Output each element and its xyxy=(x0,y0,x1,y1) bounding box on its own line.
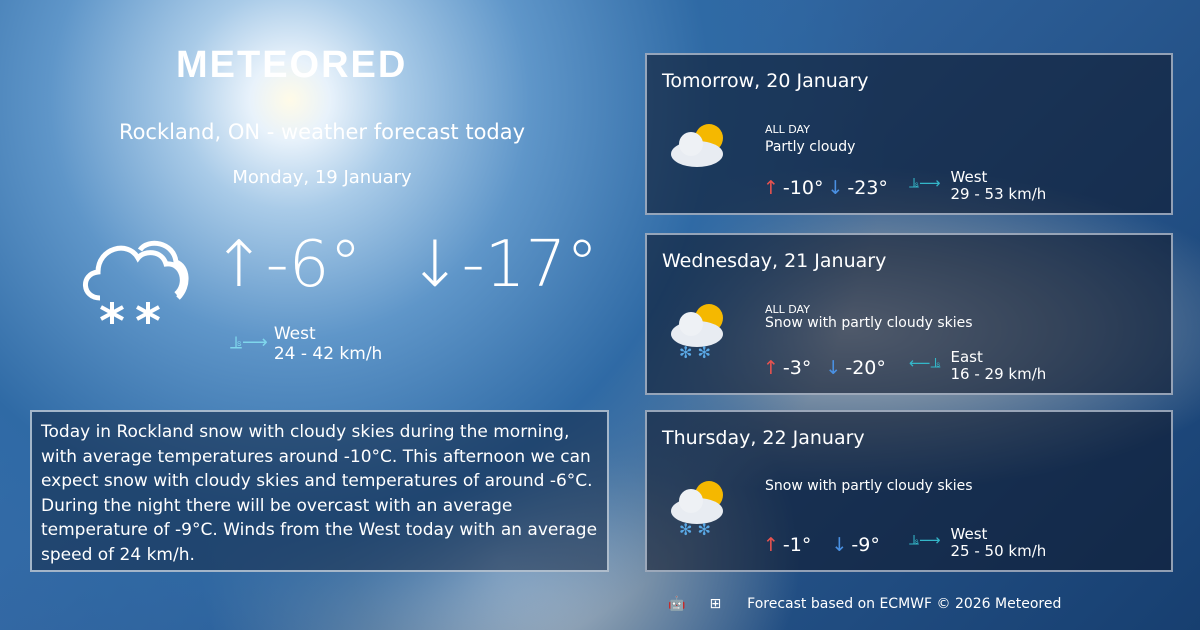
today-max-temp: ↑-6° xyxy=(212,228,362,302)
svg-text:✻ ✻: ✻ ✻ xyxy=(679,520,711,537)
wind-direction: West xyxy=(273,324,316,344)
footer-text: Forecast based on ECMWF © 2026 Meteored xyxy=(747,596,1062,612)
today-min-temp: ↓-17° xyxy=(408,228,599,302)
partly-cloudy-icon xyxy=(669,120,729,174)
condition: Snow with partly cloudy skies xyxy=(765,315,973,331)
meteored-logo[interactable]: METEORED xyxy=(176,44,408,86)
forecast-card[interactable]: Thursday, 22 January ✻ ✻ Snow with partl… xyxy=(645,410,1173,572)
wind-east-icon: ⟵⫡ xyxy=(909,354,941,372)
temps: ↑ -3° ↓ -20° xyxy=(763,357,886,379)
svg-text:✻ ✻: ✻ ✻ xyxy=(679,343,711,360)
today-wind: ⫡⟶ West 24 - 42 km/h xyxy=(230,324,382,364)
wind: ⟵⫡ East 16 - 29 km/h xyxy=(909,348,1047,383)
snow-partly-cloudy-icon: ✻ ✻ xyxy=(669,477,729,541)
temps: ↑ -1° ↓ -9° xyxy=(763,534,880,556)
windows-icon[interactable]: ⊞ xyxy=(709,596,722,612)
forecast-card[interactable]: Tomorrow, 20 January ALL DAY Partly clou… xyxy=(645,53,1173,215)
footer: 🤖 ⊞ Forecast based on ECMWF © 2026 Meteo… xyxy=(668,596,1061,612)
forecast-card[interactable]: Wednesday, 21 January ✻ ✻ ALL DAY Snow w… xyxy=(645,233,1173,395)
forecast-day: Thursday, 22 January xyxy=(662,427,865,449)
wind-west-icon: ⫡⟶ xyxy=(909,174,941,192)
temps: ↑ -10° ↓ -23° xyxy=(763,177,888,199)
wind: ⫡⟶ West 29 - 53 km/h xyxy=(909,168,1047,203)
snow-cloud-icon xyxy=(78,228,190,336)
wind: ⫡⟶ West 25 - 50 km/h xyxy=(909,525,1047,560)
wind-speed: 24 - 42 km/h xyxy=(273,344,383,364)
forecast-day: Tomorrow, 20 January xyxy=(662,70,869,92)
forecast-day: Wednesday, 21 January xyxy=(662,250,887,272)
current-date: Monday, 19 January xyxy=(232,167,412,188)
wind-west-icon: ⫡⟶ xyxy=(909,531,941,549)
forecast-summary: Today in Rockland snow with cloudy skies… xyxy=(30,410,609,572)
wind-west-icon: ⫡⟶ xyxy=(230,332,268,353)
page-title: Rockland, ON - weather forecast today xyxy=(118,120,526,144)
period-label: ALL DAY xyxy=(765,303,810,316)
condition: Partly cloudy xyxy=(765,139,856,155)
period-label: ALL DAY xyxy=(765,123,810,136)
snow-partly-cloudy-icon: ✻ ✻ xyxy=(669,300,729,364)
condition: Snow with partly cloudy skies xyxy=(765,478,973,494)
android-icon[interactable]: 🤖 xyxy=(668,596,686,612)
